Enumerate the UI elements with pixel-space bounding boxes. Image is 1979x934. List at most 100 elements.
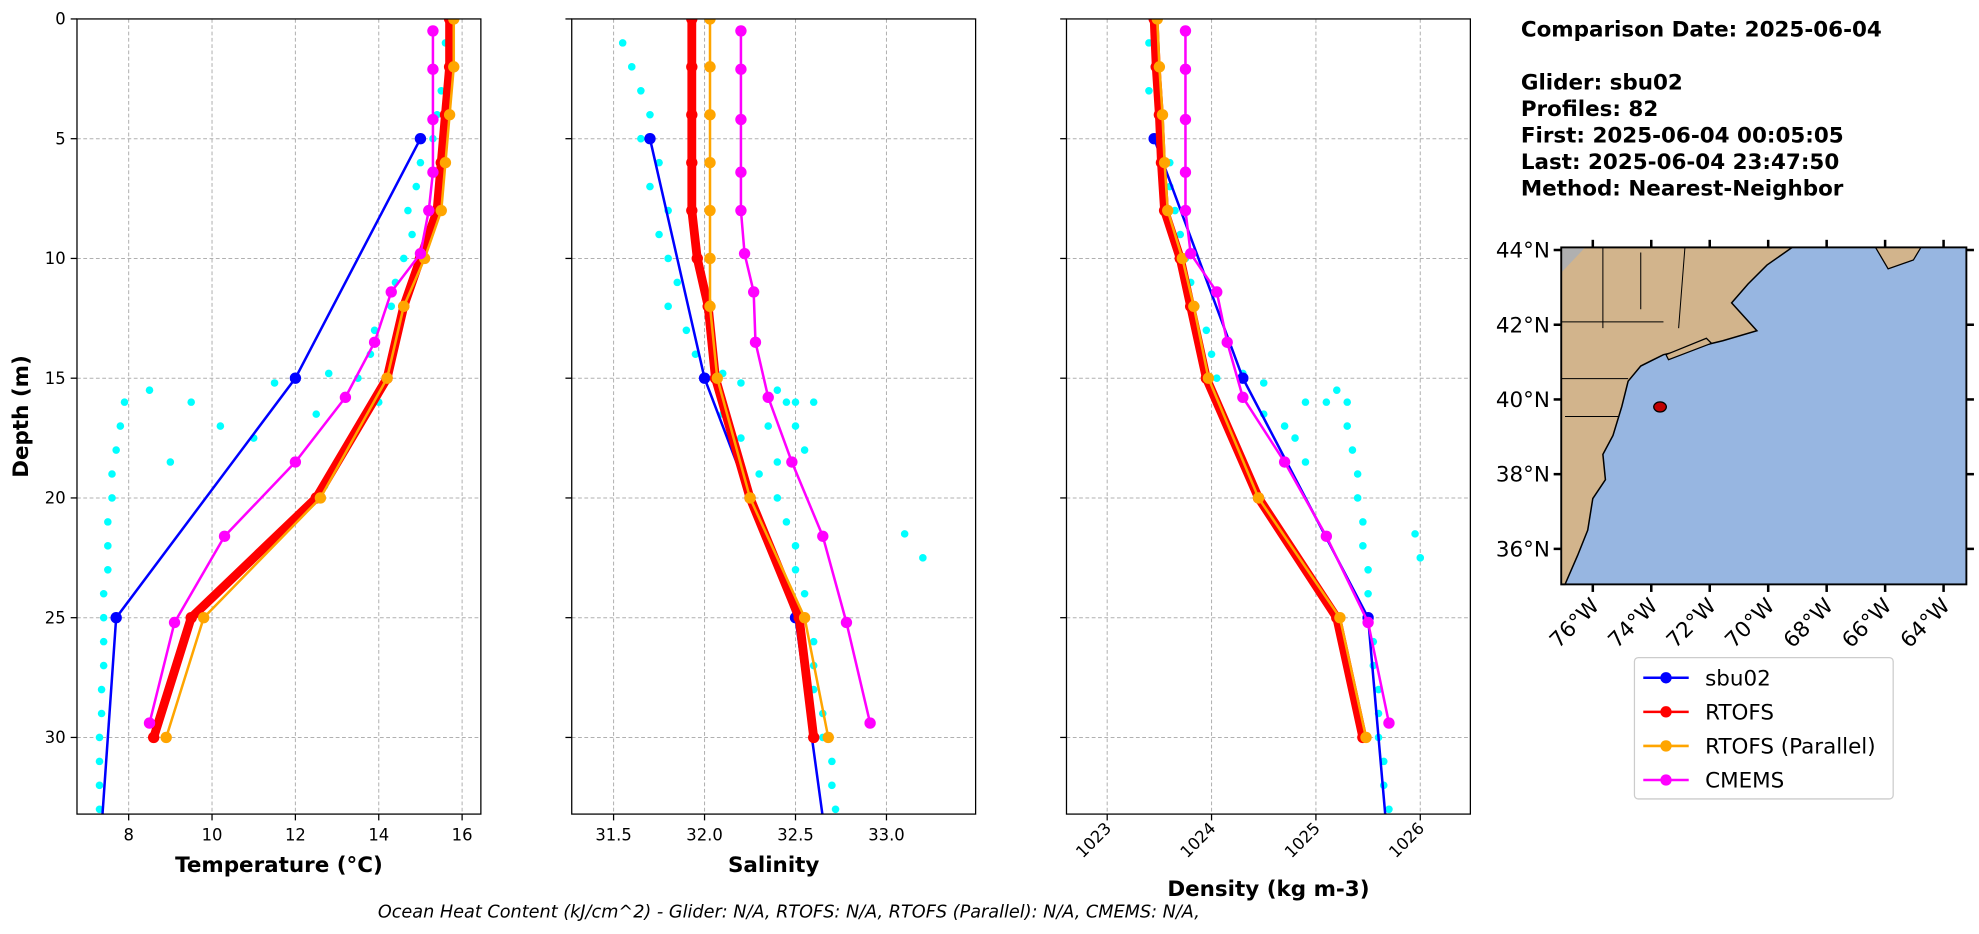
- series-marker: [423, 204, 435, 217]
- map-y-label: 42°N: [1496, 313, 1550, 338]
- scatter-point: [108, 494, 116, 502]
- series-marker: [698, 372, 711, 384]
- x-axis-label: Salinity: [728, 853, 819, 878]
- scatter-point: [370, 326, 379, 335]
- scatter-point: [1343, 422, 1352, 430]
- x-axis-label: Density (kg m-3): [1167, 877, 1369, 902]
- scatter-point: [791, 542, 800, 550]
- scatter-point: [216, 422, 225, 430]
- series-marker: [160, 731, 172, 744]
- series-marker: [1202, 372, 1215, 384]
- scatter-point: [412, 182, 421, 191]
- scatter-point: [416, 158, 425, 167]
- series-marker: [1151, 18, 1163, 25]
- series-marker: [762, 391, 774, 404]
- scatter-point: [664, 254, 672, 263]
- x-tick-label: 16: [452, 826, 473, 845]
- series-marker: [711, 372, 723, 384]
- scatter-point: [104, 518, 112, 526]
- plot-area: [618, 18, 927, 815]
- series-marker: [148, 731, 160, 744]
- series-marker: [1179, 25, 1192, 37]
- scatter-point: [782, 398, 791, 406]
- scatter-point: [1301, 458, 1310, 466]
- legend-marker: [1660, 706, 1672, 718]
- scatter-point: [1353, 470, 1362, 478]
- legend-marker: [1660, 774, 1672, 786]
- scatter-point: [673, 278, 682, 287]
- series-marker: [691, 252, 703, 265]
- series-marker: [1179, 166, 1192, 178]
- scatter-point: [646, 182, 654, 191]
- plot-area: [94, 18, 460, 863]
- series-marker: [864, 717, 876, 729]
- series-marker: [1184, 247, 1197, 260]
- series-marker: [1237, 372, 1249, 384]
- info-line: Comparison Date: 2025-06-04: [1521, 18, 1882, 43]
- scatter-point: [791, 398, 800, 406]
- map-x-label: 66°W: [1837, 594, 1897, 654]
- series-marker: [427, 63, 439, 75]
- info-line: Glider: sbu02: [1521, 71, 1683, 96]
- y-tick-label: 15: [45, 369, 66, 388]
- series-marker: [398, 300, 410, 313]
- scatter-point: [404, 206, 412, 215]
- series-marker: [735, 166, 747, 178]
- x-tick-label: 14: [368, 826, 389, 845]
- y-tick-label: 20: [45, 489, 66, 508]
- legend-marker: [1660, 740, 1672, 752]
- scatter-point: [773, 458, 782, 466]
- scatter-point: [791, 422, 800, 430]
- series-marker: [704, 204, 716, 217]
- borders: [1561, 247, 1686, 418]
- series-marker: [439, 156, 452, 169]
- info-line: First: 2025-06-04 00:05:05: [1521, 124, 1844, 149]
- map-x-label: 76°W: [1545, 594, 1605, 654]
- series-marker: [1334, 612, 1346, 624]
- scatter-point: [1212, 374, 1221, 382]
- scatter-point: [399, 254, 408, 263]
- scatter-point: [97, 709, 106, 718]
- axes-frame: [1065, 18, 1471, 815]
- series-marker: [427, 25, 439, 37]
- series-marker: [427, 166, 439, 178]
- series-marker: [798, 612, 811, 624]
- series-marker: [414, 247, 427, 260]
- scatter-point: [1322, 398, 1331, 406]
- scatter-point: [1348, 446, 1357, 454]
- series-marker: [735, 63, 747, 75]
- long-island: [1665, 337, 1713, 361]
- series-marker: [414, 133, 427, 145]
- info-line: Last: 2025-06-04 23:47:50: [1521, 150, 1839, 175]
- scatter-point: [1359, 542, 1367, 550]
- scatter-point: [618, 39, 627, 47]
- scatter-point: [773, 386, 782, 394]
- scatter-point: [755, 470, 763, 478]
- scatter-point: [1145, 87, 1153, 95]
- series-marker: [289, 372, 302, 384]
- series-marker: [168, 616, 181, 629]
- scatter-point: [1301, 398, 1310, 406]
- legend-marker: [1660, 672, 1672, 684]
- scatter-point: [809, 398, 818, 406]
- series-marker: [1252, 492, 1265, 504]
- scatter-point: [1202, 326, 1211, 335]
- series-marker: [1278, 456, 1291, 468]
- scatter-point: [655, 158, 663, 167]
- series-marker: [686, 204, 698, 217]
- series-marker: [786, 456, 798, 468]
- scatter-point: [828, 781, 836, 790]
- series-marker: [339, 391, 352, 404]
- map-y-label: 40°N: [1496, 388, 1550, 413]
- series-marker: [808, 731, 820, 744]
- scatter-point: [1364, 566, 1372, 574]
- scatter-point: [791, 566, 800, 574]
- series-marker: [381, 372, 393, 384]
- scatter-point: [1364, 589, 1372, 598]
- scatter-point: [800, 589, 809, 598]
- series-marker: [94, 852, 105, 863]
- series-line: [101, 138, 422, 815]
- scatter-point: [828, 757, 836, 766]
- x-tick-label: 32.0: [686, 826, 723, 845]
